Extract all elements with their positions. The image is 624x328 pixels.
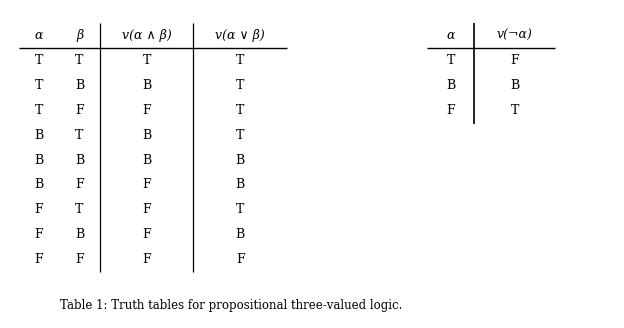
Text: T: T: [35, 79, 43, 92]
Text: T: T: [76, 203, 84, 216]
Text: B: B: [142, 79, 151, 92]
Text: B: B: [236, 228, 245, 241]
Text: F: F: [35, 253, 43, 266]
Text: T: T: [510, 104, 519, 117]
Text: F: F: [236, 253, 245, 266]
Text: B: B: [446, 79, 456, 92]
Text: B: B: [75, 79, 84, 92]
Text: B: B: [142, 154, 151, 167]
Text: B: B: [75, 154, 84, 167]
Text: F: F: [142, 253, 151, 266]
Text: T: T: [236, 203, 245, 216]
Text: α: α: [35, 29, 43, 42]
Text: T: T: [236, 54, 245, 67]
Text: B: B: [75, 228, 84, 241]
Text: F: F: [76, 253, 84, 266]
Text: F: F: [76, 104, 84, 117]
Text: v(α ∧ β): v(α ∧ β): [122, 29, 172, 42]
Text: T: T: [76, 54, 84, 67]
Text: F: F: [76, 178, 84, 192]
Text: Table 1: Truth tables for propositional three-valued logic.: Table 1: Truth tables for propositional …: [60, 298, 402, 312]
Text: F: F: [142, 104, 151, 117]
Text: α: α: [447, 29, 455, 42]
Text: F: F: [510, 54, 519, 67]
Text: B: B: [34, 129, 44, 142]
Text: T: T: [236, 79, 245, 92]
Text: v(α ∨ β): v(α ∨ β): [215, 29, 265, 42]
Text: B: B: [236, 178, 245, 192]
Text: β: β: [76, 29, 83, 42]
Text: F: F: [142, 203, 151, 216]
Text: T: T: [236, 129, 245, 142]
Text: F: F: [35, 203, 43, 216]
Text: F: F: [142, 178, 151, 192]
Text: T: T: [236, 104, 245, 117]
Text: T: T: [35, 54, 43, 67]
Text: F: F: [142, 228, 151, 241]
Text: v(¬α): v(¬α): [497, 29, 533, 42]
Text: F: F: [35, 228, 43, 241]
Text: B: B: [34, 178, 44, 192]
Text: B: B: [236, 154, 245, 167]
Text: T: T: [447, 54, 455, 67]
Text: F: F: [447, 104, 455, 117]
Text: B: B: [142, 129, 151, 142]
Text: T: T: [76, 129, 84, 142]
Text: B: B: [34, 154, 44, 167]
Text: T: T: [142, 54, 151, 67]
Text: T: T: [35, 104, 43, 117]
Text: B: B: [510, 79, 519, 92]
